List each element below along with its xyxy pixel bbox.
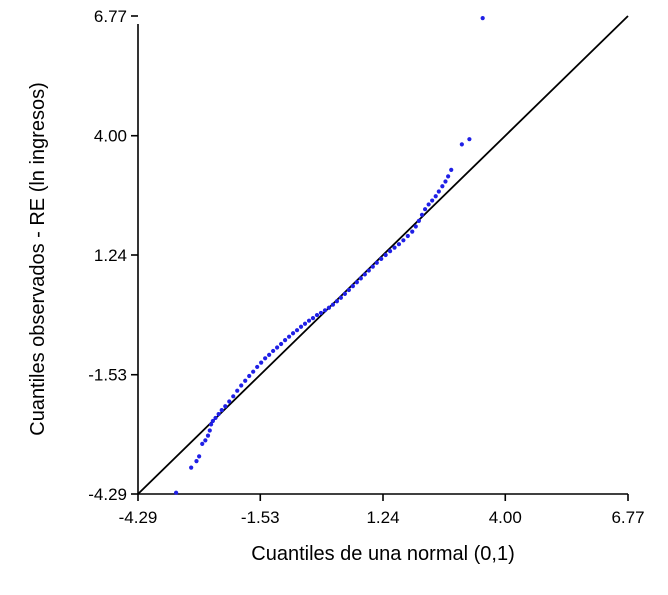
data-point xyxy=(410,229,415,234)
data-point xyxy=(263,356,268,361)
x-tick-label: -4.29 xyxy=(119,508,158,527)
data-point xyxy=(358,276,363,281)
data-point xyxy=(302,321,308,326)
data-point xyxy=(267,352,272,357)
data-point xyxy=(396,242,402,247)
data-point xyxy=(326,305,332,310)
data-point xyxy=(387,249,393,254)
x-tick-label: 1.24 xyxy=(366,508,399,527)
x-tick-label: -1.53 xyxy=(241,508,280,527)
data-point xyxy=(255,364,260,370)
data-point xyxy=(440,184,445,189)
y-tick-label: 1.24 xyxy=(94,246,127,265)
data-point xyxy=(275,345,280,350)
x-axis-title: Cuantiles de una normal (0,1) xyxy=(251,543,514,565)
data-point xyxy=(379,256,384,261)
data-point xyxy=(346,287,351,293)
data-point xyxy=(298,324,304,329)
y-tick-label: -4.29 xyxy=(88,485,127,504)
data-point xyxy=(480,16,485,21)
data-point xyxy=(223,404,228,409)
data-point xyxy=(433,194,438,199)
data-point xyxy=(350,284,355,289)
data-point xyxy=(366,268,371,273)
x-tick-label: 4.00 xyxy=(489,508,522,527)
data-point xyxy=(213,415,218,421)
y-tick-label: 6.77 xyxy=(94,7,127,26)
data-point xyxy=(446,174,451,179)
data-point xyxy=(205,433,211,438)
data-point xyxy=(247,373,252,379)
data-point xyxy=(209,422,214,427)
data-point xyxy=(239,383,244,388)
data-points xyxy=(174,16,485,495)
data-point xyxy=(243,378,248,383)
data-point xyxy=(354,280,359,285)
data-point xyxy=(334,299,340,304)
data-point xyxy=(203,438,208,443)
data-point xyxy=(227,399,232,404)
data-point xyxy=(314,312,320,318)
data-point xyxy=(392,245,397,250)
data-point xyxy=(430,198,435,203)
data-point xyxy=(383,252,388,258)
data-point xyxy=(286,334,292,339)
y-tick-label: -1.53 xyxy=(88,366,127,385)
data-point xyxy=(251,369,256,374)
data-point xyxy=(310,315,316,321)
data-point xyxy=(362,272,367,277)
data-point xyxy=(330,302,336,307)
data-point xyxy=(235,388,240,393)
y-axis-title: Cuantiles observados - RE (ln ingresos) xyxy=(27,82,49,436)
data-point xyxy=(338,295,344,300)
data-point xyxy=(436,189,441,194)
data-point xyxy=(467,137,472,142)
data-point xyxy=(342,291,347,296)
data-point xyxy=(374,260,379,265)
data-point xyxy=(294,328,300,333)
data-point xyxy=(370,264,375,269)
data-point xyxy=(426,202,431,207)
data-point xyxy=(405,233,410,239)
data-point xyxy=(231,394,236,399)
data-point xyxy=(290,331,296,336)
data-point xyxy=(443,179,448,184)
data-point xyxy=(279,341,284,347)
data-point xyxy=(322,308,328,313)
data-point xyxy=(306,318,312,323)
data-point xyxy=(416,218,421,223)
data-point xyxy=(318,310,324,316)
x-axis-ticks: -4.29 -1.53 1.24 4.00 6.77 xyxy=(119,494,645,527)
data-point xyxy=(413,224,418,229)
data-point xyxy=(259,360,264,365)
data-point xyxy=(449,167,454,172)
data-point xyxy=(200,441,205,446)
data-point xyxy=(282,338,288,343)
data-point xyxy=(271,348,276,354)
data-point xyxy=(419,212,425,217)
data-point xyxy=(210,418,215,424)
data-point xyxy=(401,238,406,243)
data-point xyxy=(459,142,464,147)
data-point xyxy=(194,459,199,464)
data-point xyxy=(422,207,428,212)
data-point xyxy=(207,428,212,433)
data-point xyxy=(216,411,221,417)
x-tick-label: 6.77 xyxy=(611,508,644,527)
y-axis-ticks: -4.29 -1.53 1.24 4.00 6.77 xyxy=(88,7,138,504)
data-point xyxy=(219,408,224,413)
data-point xyxy=(189,465,194,470)
y-tick-label: 4.00 xyxy=(94,127,127,146)
data-point xyxy=(197,454,202,459)
data-point xyxy=(174,490,179,495)
